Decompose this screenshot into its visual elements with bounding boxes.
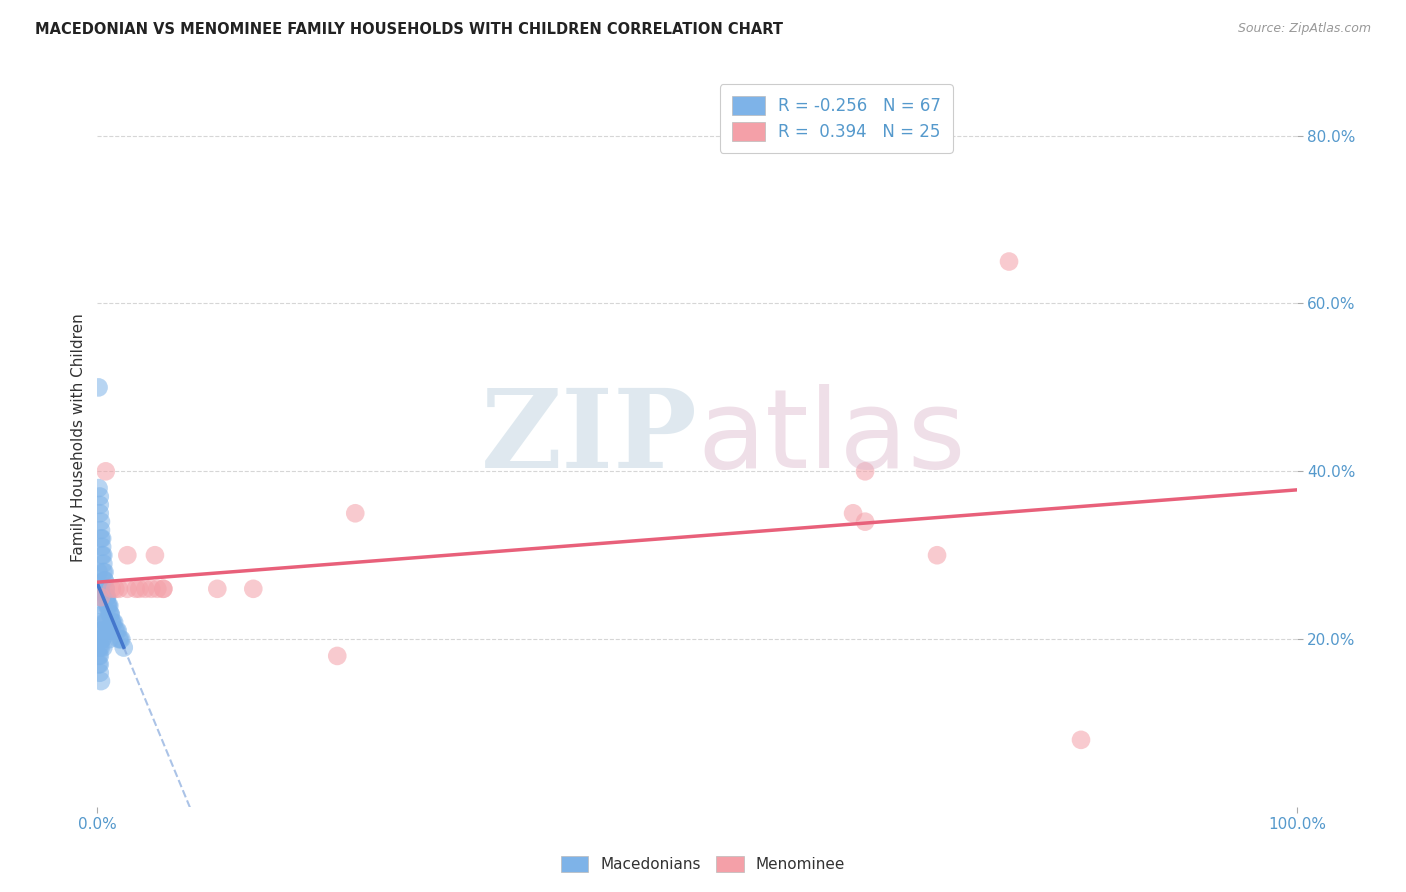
Point [94,582,117,596]
Point [90,590,112,604]
Point [90,632,112,647]
Point [98,632,121,647]
Point [101,615,124,630]
Point [90,590,112,604]
Point [90,532,112,546]
Point [853,464,876,478]
Point [89,615,111,630]
Point [87,632,110,647]
Point [97,599,120,613]
Point [107,624,129,638]
Point [242,582,264,596]
Point [105,624,128,638]
Point [134,582,156,596]
Point [146,582,169,596]
Point [96,599,118,613]
Point [91,548,114,562]
Point [94,615,117,630]
Point [108,582,131,596]
Point [96,624,118,638]
Point [89,665,111,680]
Point [87,657,110,672]
Point [87,565,110,579]
Point [925,548,948,562]
Text: MACEDONIAN VS MENOMINEE FAMILY HOUSEHOLDS WITH CHILDREN CORRELATION CHART: MACEDONIAN VS MENOMINEE FAMILY HOUSEHOLD… [35,22,783,37]
Point [89,640,111,655]
Point [207,582,229,596]
Point [110,632,132,647]
Point [152,582,174,596]
Point [93,574,115,588]
Point [94,582,117,596]
Point [93,548,115,562]
Point [91,532,114,546]
Point [87,640,110,655]
Point [89,648,111,663]
Point [98,599,121,613]
Point [90,640,112,655]
Point [97,624,120,638]
Point [108,632,131,647]
Point [998,254,1021,268]
Text: Source: ZipAtlas.com: Source: ZipAtlas.com [1237,22,1371,36]
Point [89,506,111,520]
Point [90,674,112,689]
Point [152,582,174,596]
Point [344,506,367,520]
Point [100,607,122,621]
Point [91,540,114,554]
Point [87,648,110,663]
Point [94,464,117,478]
Point [93,565,115,579]
Point [117,548,139,562]
Point [93,574,115,588]
Y-axis label: Family Households with Children: Family Households with Children [72,313,86,562]
Point [91,599,114,613]
Point [100,615,122,630]
Point [100,582,122,596]
Point [141,582,163,596]
Point [143,548,166,562]
Point [93,565,115,579]
Point [103,615,125,630]
Legend: R = -0.256   N = 67, R =  0.394   N = 25: R = -0.256 N = 67, R = 0.394 N = 25 [720,84,953,153]
Point [98,607,121,621]
Point [93,557,115,571]
Point [90,523,112,537]
Point [87,481,110,495]
Text: atlas: atlas [697,384,966,491]
Point [89,498,111,512]
Point [112,640,135,655]
Point [96,590,118,604]
Point [89,490,111,504]
Point [104,582,127,596]
Point [104,624,127,638]
Point [93,607,115,621]
Point [853,515,876,529]
Point [326,648,349,663]
Point [90,624,112,638]
Point [89,657,111,672]
Point [91,632,114,647]
Point [108,632,131,647]
Point [87,380,110,394]
Point [93,615,115,630]
Point [117,582,139,596]
Point [97,599,120,613]
Point [96,590,118,604]
Point [100,607,122,621]
Legend: Macedonians, Menominee: Macedonians, Menominee [553,848,853,880]
Point [93,640,115,655]
Point [100,615,122,630]
Point [89,582,111,596]
Point [90,515,112,529]
Point [1070,732,1092,747]
Point [842,506,865,520]
Point [91,632,114,647]
Point [125,582,148,596]
Point [89,624,111,638]
Point [128,582,150,596]
Point [94,590,117,604]
Text: ZIP: ZIP [481,384,697,491]
